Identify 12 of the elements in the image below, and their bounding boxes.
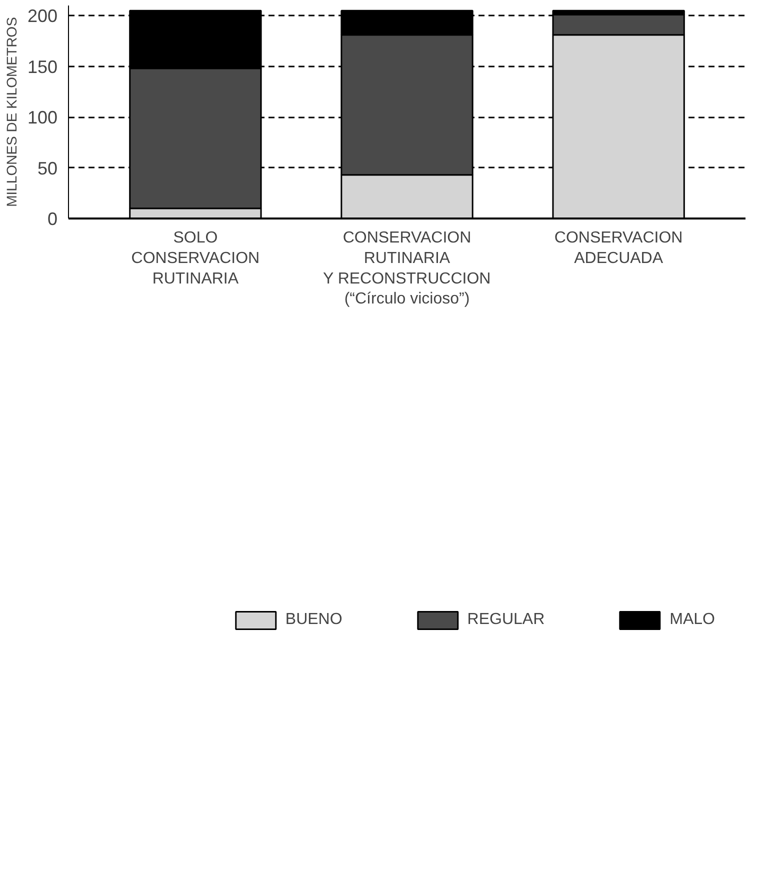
y-tick-label: 200 [27,6,58,26]
legend-label: REGULAR [467,611,545,629]
y-tick-label: 0 [47,209,58,229]
y-axis-title: MILLONES DE KILOMETROS [3,17,20,207]
legend-label: BUENO [285,611,342,629]
y-tick-label: 50 [37,158,58,178]
legend-label: MALO [670,611,715,629]
y-tick-label: 150 [27,56,58,77]
x-tick-label: CONSERVACION RUTINARIA Y RECONSTRUCCION (“Círculo vicioso”) [322,230,491,308]
y-tick-label: 100 [27,108,58,128]
x-tick-label: CONSERVACION ADECUADA [554,230,683,267]
x-tick-label: SOLO CONSERVACION RUTINARIA [131,230,260,288]
